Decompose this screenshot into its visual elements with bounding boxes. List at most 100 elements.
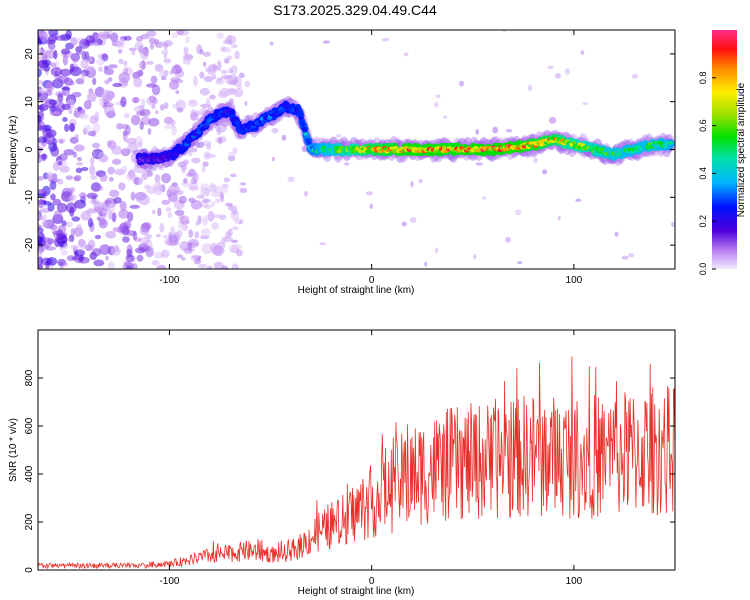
noise-blob bbox=[108, 176, 114, 182]
noise-blob bbox=[133, 237, 142, 242]
noise-blob bbox=[187, 149, 193, 157]
noise-blob bbox=[548, 116, 557, 124]
noise-blob bbox=[46, 171, 54, 181]
noise-blob bbox=[575, 198, 582, 202]
noise-blob bbox=[155, 110, 159, 115]
noise-blob bbox=[38, 235, 43, 246]
noise-blob bbox=[281, 134, 287, 141]
noise-blob bbox=[174, 209, 185, 216]
noise-blob bbox=[183, 177, 188, 184]
noise-blob bbox=[98, 66, 104, 73]
noise-blob bbox=[94, 111, 100, 122]
noise-blob bbox=[134, 41, 144, 51]
noise-blob bbox=[65, 202, 77, 214]
noise-blob bbox=[236, 83, 243, 90]
y-tick-label: 10 bbox=[24, 96, 35, 108]
noise-blob bbox=[110, 32, 119, 43]
noise-blob bbox=[146, 170, 153, 177]
noise-blob bbox=[187, 100, 199, 107]
noise-blob bbox=[70, 228, 76, 236]
noise-blob bbox=[185, 36, 191, 44]
noise-blob bbox=[197, 263, 208, 269]
noise-blob bbox=[201, 166, 206, 173]
noise-blob bbox=[514, 209, 522, 216]
noise-blob bbox=[271, 127, 279, 134]
noise-blob bbox=[670, 221, 675, 228]
noise-blob bbox=[244, 100, 248, 106]
noise-blob bbox=[142, 222, 152, 230]
noise-blob bbox=[633, 155, 640, 159]
noise-blob bbox=[151, 209, 156, 215]
noise-blob bbox=[80, 211, 92, 221]
noise-blob bbox=[69, 63, 75, 73]
noise-blob bbox=[69, 122, 76, 133]
noise-blob bbox=[107, 261, 115, 269]
noise-blob bbox=[643, 151, 651, 157]
noise-blob bbox=[53, 49, 58, 60]
noise-blob bbox=[38, 175, 44, 181]
noise-blob bbox=[157, 207, 162, 217]
noise-blob bbox=[159, 104, 165, 111]
noise-blob bbox=[81, 166, 89, 172]
ridge-core bbox=[668, 140, 674, 145]
noise-blob bbox=[136, 110, 146, 116]
noise-blob bbox=[191, 147, 198, 153]
colorbar-label: Normalized spectral amplitude bbox=[736, 82, 747, 217]
noise-blob bbox=[216, 60, 222, 72]
noise-blob bbox=[38, 104, 49, 112]
noise-blob bbox=[88, 88, 94, 94]
noise-blob bbox=[79, 241, 87, 250]
noise-blob bbox=[77, 156, 82, 162]
noise-blob bbox=[47, 202, 55, 212]
noise-blob bbox=[38, 114, 42, 125]
noise-blob bbox=[335, 134, 342, 138]
noise-blob bbox=[138, 61, 147, 70]
noise-blob bbox=[344, 162, 350, 166]
noise-blob bbox=[87, 91, 97, 103]
noise-blob bbox=[63, 148, 75, 156]
y-tick-label: 600 bbox=[24, 417, 35, 434]
noise-blob bbox=[443, 115, 448, 119]
noise-blob bbox=[120, 148, 131, 157]
noise-blob bbox=[135, 70, 143, 77]
noise-blob bbox=[203, 187, 211, 197]
colorbar-tick-label: 0.4 bbox=[698, 167, 708, 180]
noise-blob bbox=[101, 53, 109, 62]
noise-blob bbox=[73, 144, 85, 152]
noise-blob bbox=[239, 182, 247, 186]
noise-blob bbox=[210, 213, 221, 219]
noise-blob bbox=[111, 158, 122, 165]
noise-blob bbox=[67, 237, 72, 243]
noise-blob bbox=[41, 153, 47, 162]
noise-blob bbox=[196, 141, 205, 149]
noise-blob bbox=[130, 114, 141, 126]
noise-blob bbox=[381, 37, 390, 42]
noise-blob bbox=[89, 42, 99, 47]
noise-blob bbox=[92, 77, 97, 86]
ridge-core bbox=[365, 149, 371, 154]
noise-blob bbox=[133, 163, 146, 174]
ridge-core bbox=[234, 120, 240, 125]
noise-blob bbox=[119, 200, 127, 212]
noise-blob bbox=[151, 83, 157, 87]
noise-blob bbox=[194, 221, 200, 226]
noise-blob bbox=[178, 195, 187, 204]
noise-blob bbox=[107, 77, 113, 82]
noise-blob bbox=[231, 205, 238, 215]
snr-series-line bbox=[38, 356, 675, 570]
noise-blob bbox=[238, 72, 245, 79]
noise-blob bbox=[304, 190, 308, 197]
noise-blob bbox=[369, 203, 374, 210]
noise-blob bbox=[580, 50, 585, 55]
noise-blob bbox=[87, 217, 94, 228]
ridge-core bbox=[186, 139, 192, 144]
noise-blob bbox=[161, 249, 170, 258]
noise-blob bbox=[74, 249, 86, 257]
noise-blob bbox=[38, 79, 44, 85]
noise-blob bbox=[50, 67, 62, 77]
noise-blob bbox=[145, 60, 154, 65]
noise-blob bbox=[98, 151, 106, 162]
noise-blob bbox=[171, 32, 178, 39]
noise-blob bbox=[75, 224, 83, 235]
noise-blob bbox=[138, 141, 143, 148]
